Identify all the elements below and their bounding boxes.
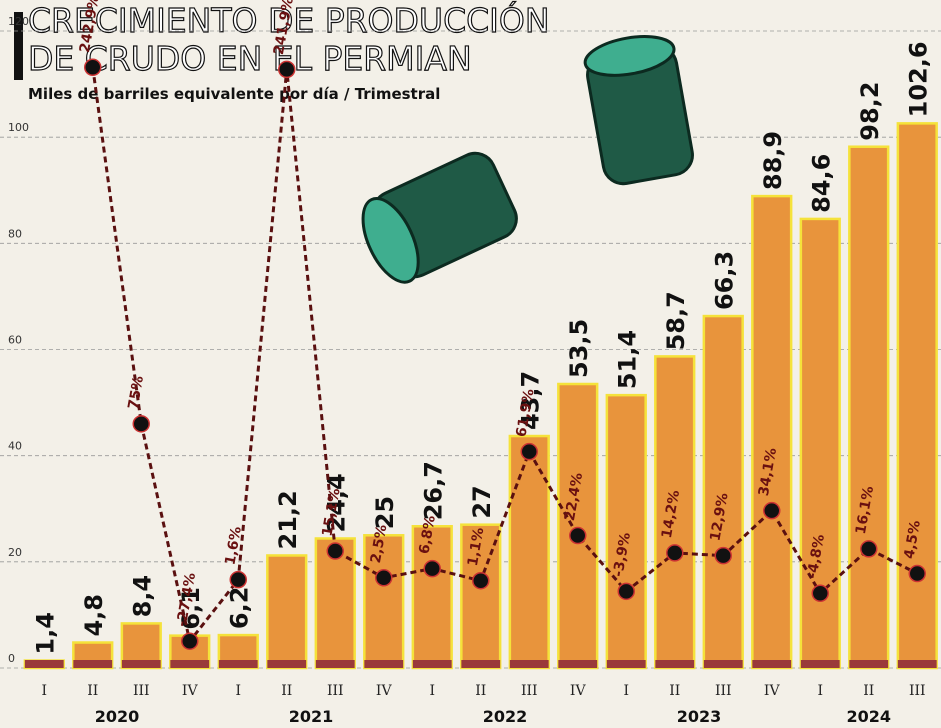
bar: [267, 555, 306, 668]
barrel: [582, 30, 695, 186]
bar-base: [25, 660, 64, 668]
y-tick-label: 100: [8, 121, 29, 134]
value-label: 4,8: [80, 594, 108, 637]
bar: [510, 436, 549, 668]
value-label: 51,4: [613, 330, 641, 389]
line-point: [861, 541, 877, 557]
value-label: 8,4: [128, 575, 156, 618]
value-label: 1,4: [31, 612, 59, 655]
value-label: 27: [468, 485, 496, 518]
line-point: [327, 543, 343, 559]
x-tick-label: I: [429, 683, 435, 699]
y-tick-label: 0: [8, 652, 15, 665]
line-point: [909, 566, 925, 582]
bar-base: [364, 660, 403, 668]
value-label: 88,9: [759, 131, 787, 190]
y-tick-label: 60: [8, 334, 22, 347]
line-point: [667, 545, 683, 561]
chart: CRECIMIENTO DE PRODUCCIÓN DE CRUDO EN EL…: [0, 0, 941, 728]
bar-base: [73, 660, 112, 668]
x-tick-label: II: [863, 683, 874, 699]
line-point: [764, 503, 780, 519]
bar-base: [122, 660, 161, 668]
bar-base: [704, 660, 743, 668]
line-point: [85, 59, 101, 75]
line-point: [473, 573, 489, 589]
point-label: 75%: [125, 375, 147, 411]
bar-base: [898, 660, 937, 668]
line-point: [618, 583, 634, 599]
bar-base: [558, 660, 597, 668]
bar-base: [849, 660, 888, 668]
x-tick-label: II: [669, 683, 680, 699]
line-point: [521, 444, 537, 460]
year-label: 2021: [289, 707, 334, 726]
x-tick-label: IV: [376, 683, 393, 699]
year-label: 2022: [483, 707, 528, 726]
value-label: 58,7: [662, 291, 690, 350]
x-tick-label: III: [133, 683, 150, 699]
line-point: [182, 633, 198, 649]
bar-base: [413, 660, 452, 668]
bar: [849, 147, 888, 668]
value-label: 26,7: [419, 461, 447, 520]
value-label: 98,2: [856, 82, 884, 141]
value-label: 66,3: [710, 251, 738, 310]
bar-base: [801, 660, 840, 668]
x-tick-label: I: [817, 683, 823, 699]
value-label: 84,6: [807, 154, 835, 213]
line-point: [133, 416, 149, 432]
x-tick-label: III: [909, 683, 926, 699]
line-point: [424, 561, 440, 577]
y-tick-label: 80: [8, 227, 22, 240]
x-tick-label: III: [715, 683, 732, 699]
x-tick-label: II: [87, 683, 98, 699]
line-point: [279, 61, 295, 77]
line-point: [570, 528, 586, 544]
barrel: [352, 147, 523, 291]
value-label: 21,2: [274, 490, 302, 549]
year-label: 2023: [677, 707, 722, 726]
bar: [752, 196, 791, 668]
bar-base: [219, 660, 258, 668]
bar: [558, 384, 597, 668]
year-label: 2020: [95, 707, 140, 726]
bar-base: [461, 660, 500, 668]
line-point: [715, 548, 731, 564]
x-tick-label: IV: [182, 683, 199, 699]
y-tick-label: 120: [8, 15, 29, 28]
bar-base: [267, 660, 306, 668]
y-tick-label: 40: [8, 440, 22, 453]
line-point: [376, 570, 392, 586]
bar: [898, 123, 937, 668]
x-tick-label: III: [521, 683, 538, 699]
line-point: [230, 572, 246, 588]
chart-subtitle: Miles de barriles equivalente por día / …: [28, 85, 440, 103]
bar: [607, 395, 646, 668]
bar: [704, 316, 743, 668]
bar-base: [752, 660, 791, 668]
x-tick-label: I: [235, 683, 241, 699]
x-tick-label: I: [623, 683, 629, 699]
bar-base: [170, 660, 209, 668]
bar-base: [607, 660, 646, 668]
bar-base: [655, 660, 694, 668]
value-label: 102,6: [904, 41, 932, 117]
bar-base: [316, 660, 355, 668]
x-tick-label: II: [475, 683, 486, 699]
line-point: [812, 585, 828, 601]
value-label: 53,5: [565, 319, 593, 378]
x-tick-label: IV: [570, 683, 587, 699]
x-tick-label: III: [327, 683, 344, 699]
y-tick-label: 20: [8, 546, 22, 559]
line: [93, 67, 918, 641]
bar-base: [510, 660, 549, 668]
x-tick-label: I: [41, 683, 47, 699]
x-tick-label: II: [281, 683, 292, 699]
year-label: 2024: [846, 707, 891, 726]
x-tick-label: IV: [764, 683, 781, 699]
